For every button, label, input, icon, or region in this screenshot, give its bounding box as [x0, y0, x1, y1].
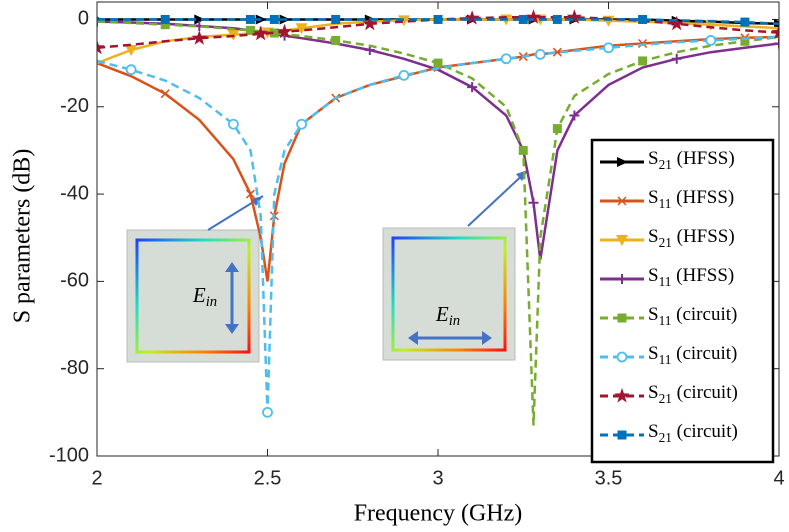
marker: [528, 197, 539, 208]
marker: [296, 118, 308, 130]
legend-label: S21 (circuit): [648, 382, 738, 406]
marker: [362, 15, 378, 31]
marker: [194, 14, 206, 25]
x-tick-label: 4: [773, 467, 784, 489]
marker: [638, 56, 648, 66]
marker: [331, 14, 341, 24]
series-line: [97, 35, 779, 413]
marker: [245, 14, 255, 24]
marker: [566, 9, 582, 24]
marker: [433, 58, 443, 68]
marker: [569, 110, 580, 121]
legend-label: S21 (HFSS): [648, 148, 735, 172]
y-tick-label: 0: [78, 8, 89, 30]
marker: [125, 45, 138, 57]
marker: [534, 48, 546, 60]
inset-left: [126, 195, 264, 363]
marker: [255, 14, 267, 25]
marker: [774, 38, 779, 49]
legend-label: S11 (circuit): [648, 343, 737, 367]
series-line: [97, 16, 779, 50]
x-tick-label: 3: [432, 467, 443, 489]
marker: [125, 64, 137, 76]
y-axis-label: S parameters (dB): [10, 149, 36, 324]
marker: [740, 17, 750, 27]
marker: [433, 14, 443, 24]
annotation: Ein: [192, 283, 217, 311]
marker: [191, 30, 207, 45]
marker: [253, 25, 269, 41]
series-line: [97, 20, 779, 426]
marker: [160, 20, 170, 30]
marker: [740, 36, 750, 46]
legend-box: [590, 138, 775, 464]
y-tick-label: -60: [60, 270, 89, 292]
legend-marker: [617, 430, 627, 440]
marker: [467, 82, 478, 93]
marker: [603, 42, 614, 54]
marker: [525, 9, 542, 24]
marker: [771, 24, 779, 39]
x-axis-label: Frequency (GHz): [354, 501, 523, 527]
marker: [276, 23, 293, 39]
marker: [295, 23, 308, 35]
y-tick-label: -80: [60, 357, 89, 379]
legend-marker: [614, 388, 630, 403]
y-tick-label: -100: [49, 444, 89, 466]
marker: [518, 14, 528, 24]
plot-frame: [96, 1, 780, 457]
marker: [97, 39, 105, 55]
legend-marker: [617, 196, 627, 206]
legend-label: S11 (circuit): [648, 304, 737, 328]
x-tick-label: 3.5: [595, 467, 623, 489]
inset-right: [382, 169, 529, 361]
legend-marker: [617, 313, 627, 323]
legend-label: S21 (HFSS): [648, 226, 735, 250]
legend-marker: [617, 274, 627, 284]
legend-marker: [616, 351, 628, 363]
marker: [500, 53, 512, 65]
marker: [262, 406, 273, 418]
legend-marker: [617, 157, 628, 167]
marker: [160, 14, 170, 24]
legend-label: S11 (HFSS): [648, 187, 734, 211]
plot-area: [97, 9, 779, 426]
marker: [398, 69, 410, 81]
marker: [638, 14, 648, 24]
marker: [245, 25, 255, 35]
marker: [671, 53, 682, 64]
marker: [160, 89, 170, 99]
x-tick-label: 2.5: [254, 467, 282, 489]
marker: [705, 35, 717, 46]
marker: [245, 189, 255, 199]
marker: [669, 15, 685, 31]
marker: [331, 35, 341, 45]
marker: [269, 28, 279, 38]
marker: [464, 10, 480, 25]
marker: [397, 15, 410, 27]
legend-label: S21 (circuit): [648, 421, 738, 445]
series-line: [97, 18, 779, 26]
marker: [518, 145, 528, 155]
marker: [552, 124, 562, 134]
marker: [269, 14, 279, 24]
marker: [552, 47, 562, 57]
marker: [227, 118, 239, 130]
marker: [552, 14, 562, 24]
legend-marker: [616, 235, 628, 246]
y-tick-label: -20: [60, 95, 89, 117]
legend-label: S11 (HFSS): [648, 265, 734, 289]
y-tick-label: -40: [60, 182, 89, 204]
annotation: Ein: [435, 302, 460, 330]
x-tick-label: 2: [91, 467, 102, 489]
